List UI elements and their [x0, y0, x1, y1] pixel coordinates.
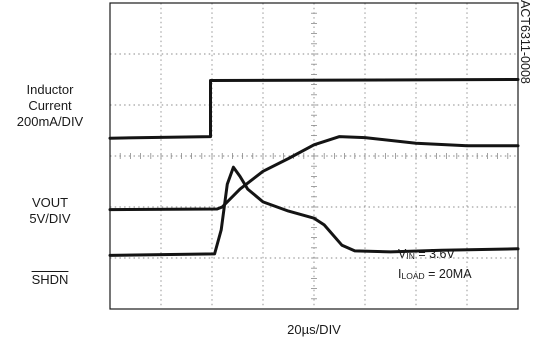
- shdn-label: SHDN: [0, 272, 100, 288]
- iload-value: = 20MA: [428, 267, 472, 281]
- shdn-trace: [108, 78, 520, 140]
- current-label-line: Current: [28, 98, 72, 113]
- shdn-label-text: SHDN: [31, 272, 69, 287]
- vout-label-line: VOUT: [31, 195, 69, 210]
- vout-scale-label: 5V/DIV: [29, 211, 71, 226]
- vout-label: VOUT 5V/DIV: [0, 195, 100, 227]
- timebase-label: 20µs/DIV: [287, 322, 341, 337]
- inductor-label-line: Inductor: [26, 82, 74, 97]
- current-scale-label: 200mA/DIV: [16, 114, 84, 129]
- inductor-current-label: Inductor Current 200mA/DIV: [0, 82, 100, 130]
- figure-code: ACT6311-0008: [516, 0, 540, 200]
- figure-code-text: ACT6311-0008: [518, 0, 532, 84]
- vout-trace: [108, 135, 520, 212]
- plot-border: [109, 2, 519, 310]
- iload-condition: ILOAD = 20MA: [398, 267, 472, 281]
